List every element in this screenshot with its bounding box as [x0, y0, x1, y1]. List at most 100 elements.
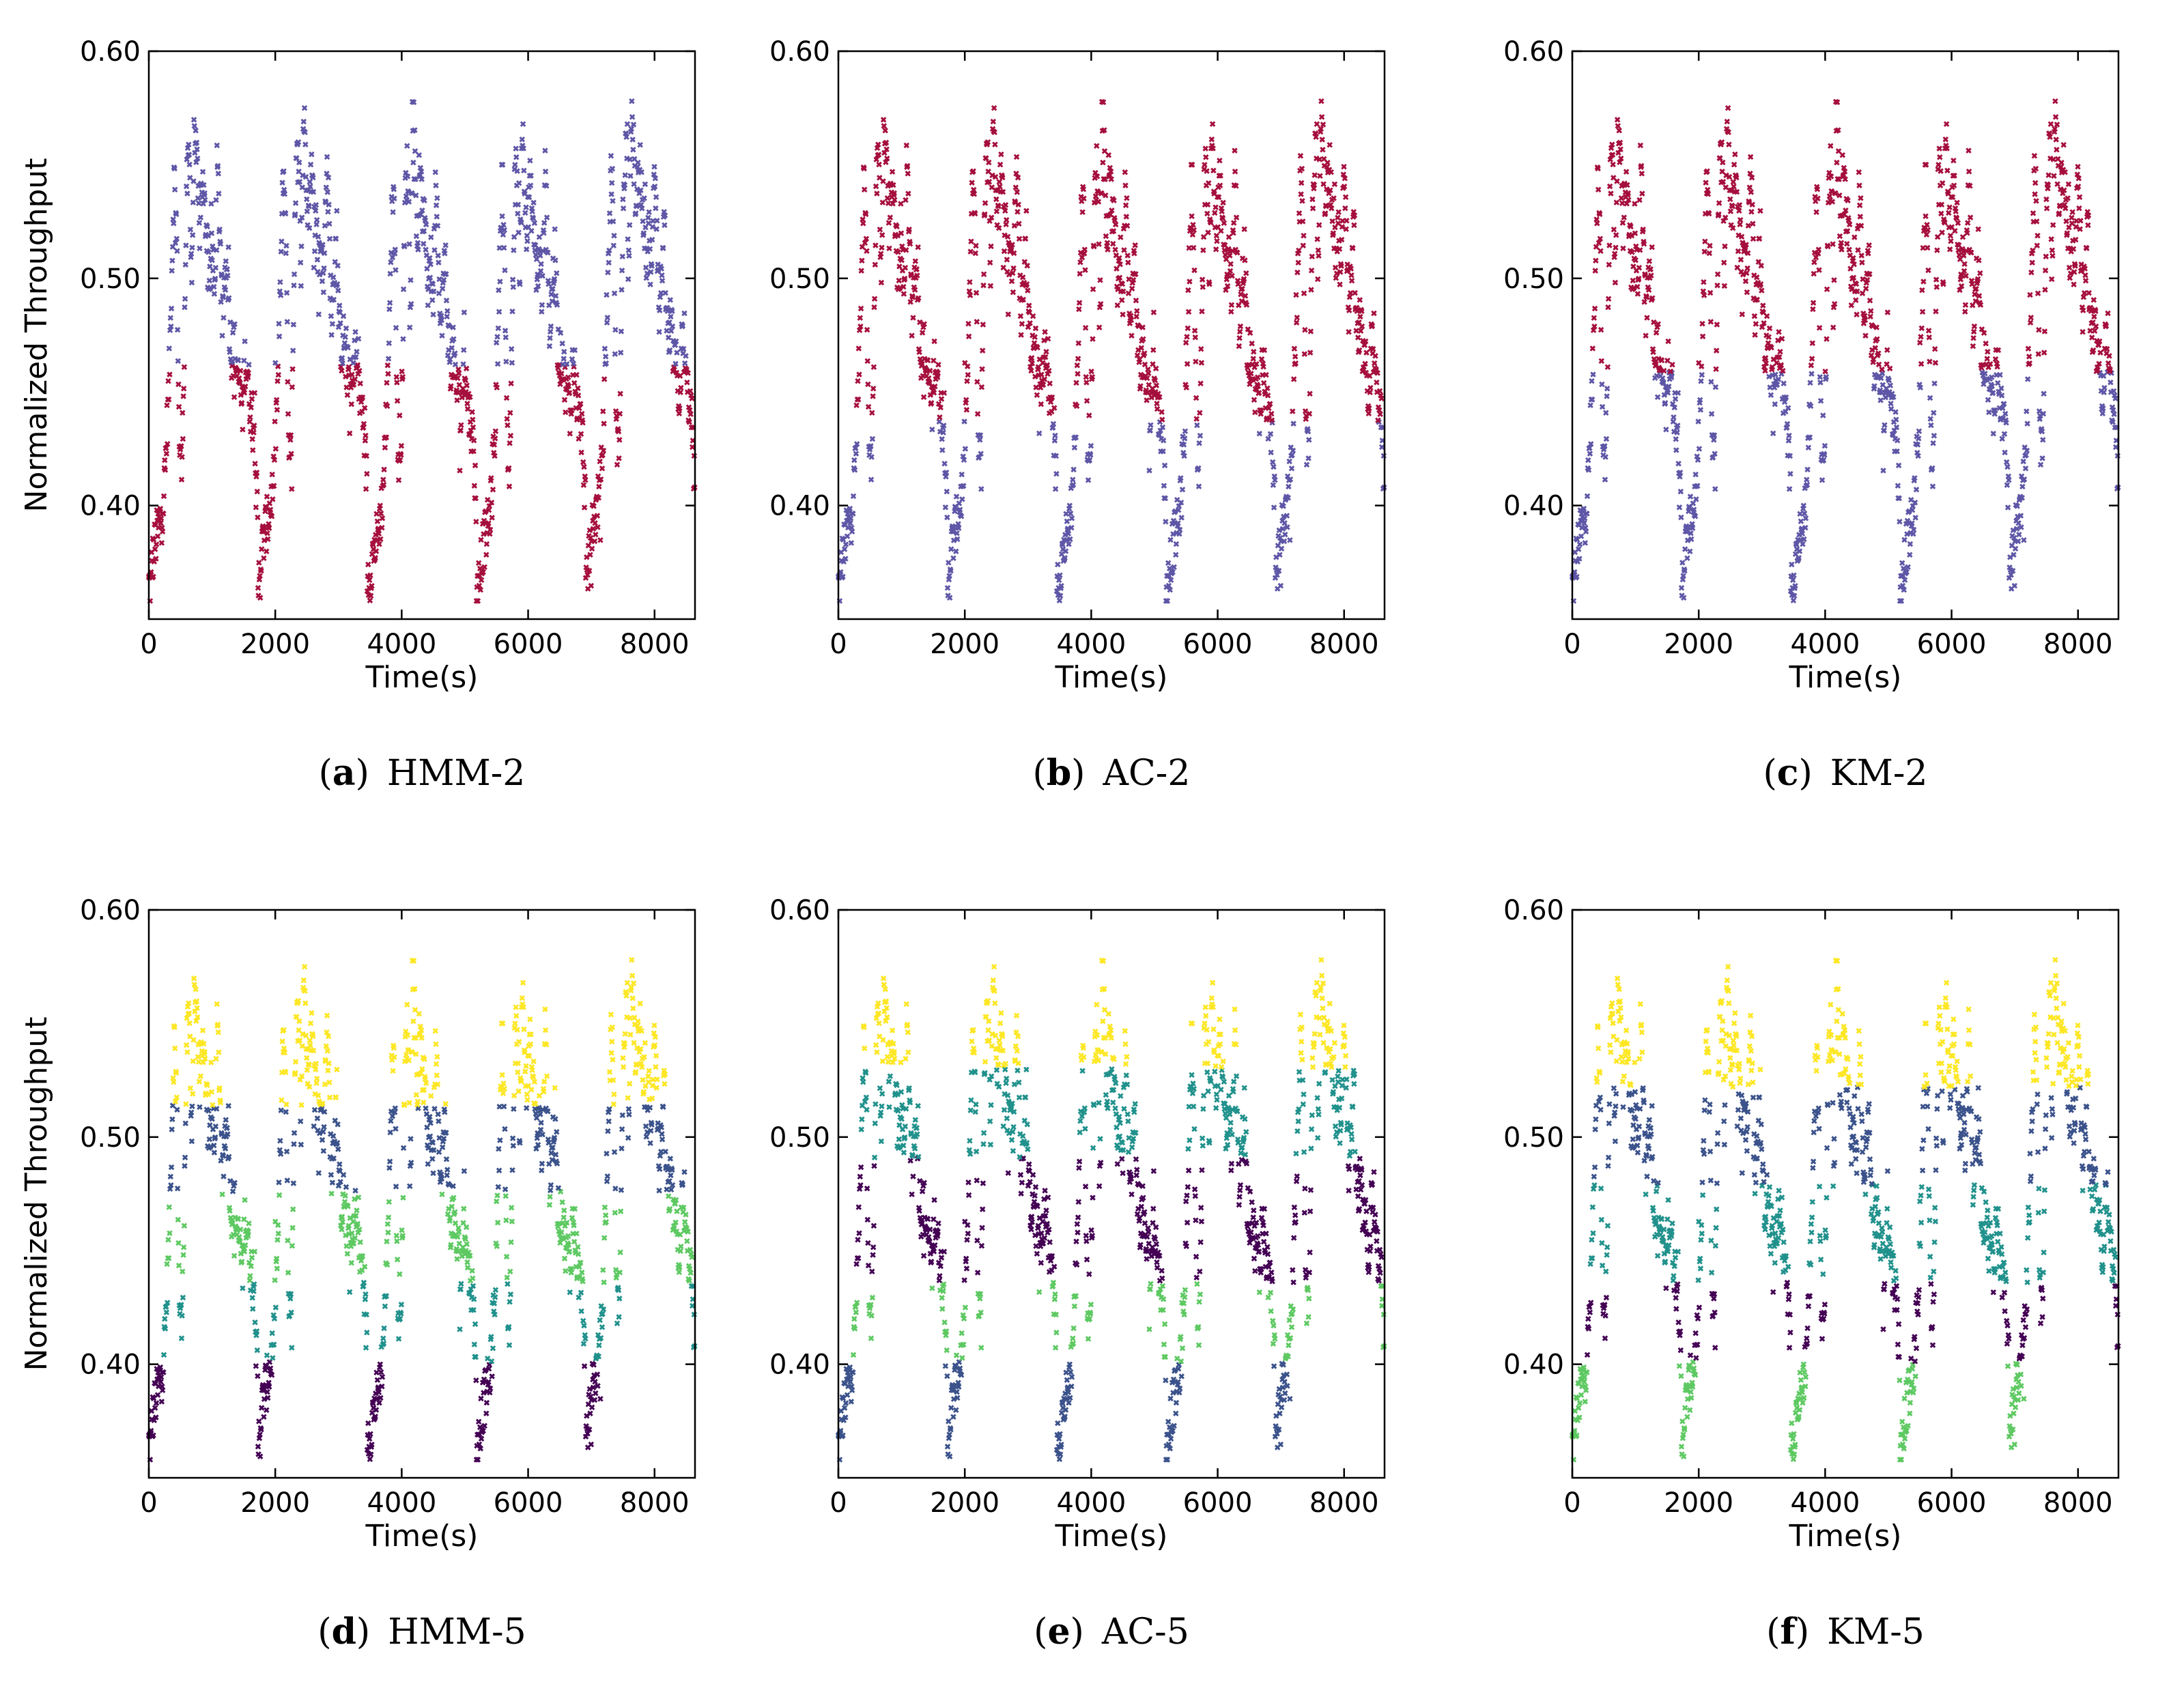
scatter-point — [197, 245, 203, 252]
scatter-point — [193, 159, 199, 165]
scatter-point — [506, 465, 512, 472]
scatter-point — [171, 186, 178, 193]
scatter-point — [270, 453, 276, 459]
caption-letter-bold: a — [332, 752, 356, 794]
x-tick-label: 2000 — [240, 629, 310, 660]
scatter-point — [253, 470, 260, 476]
scatter-point — [246, 361, 252, 368]
scatter-point — [272, 360, 279, 366]
scatter-point — [281, 168, 287, 175]
scatter-point — [367, 597, 373, 603]
scatter-point — [190, 117, 197, 123]
x-tick-label: 8000 — [2043, 629, 2113, 660]
scatter-point — [227, 349, 233, 356]
scatter-point — [180, 435, 186, 442]
scatter-point — [470, 448, 477, 455]
scatter-point — [171, 165, 178, 172]
scatter-point — [265, 536, 271, 543]
scatter-point — [186, 141, 192, 148]
scatter-point — [492, 453, 498, 459]
scatter-point — [287, 432, 294, 438]
scatter-point — [190, 178, 197, 184]
scatter-point — [273, 397, 280, 403]
scatter-point — [241, 390, 248, 396]
scatter-point — [211, 283, 217, 290]
scatter-point — [296, 169, 302, 175]
scatter-point — [281, 191, 288, 197]
scatter-point — [350, 382, 357, 388]
scatter-point — [485, 520, 492, 526]
scatter-point — [269, 471, 275, 478]
scatter-point — [566, 390, 573, 396]
scatter-point — [264, 548, 270, 555]
scatter-point — [464, 400, 470, 407]
caption-letter: ( — [1763, 753, 1776, 794]
scatter-point — [575, 392, 582, 399]
scatter-point — [260, 528, 267, 534]
scatter-point — [282, 210, 289, 217]
scatter-point — [246, 401, 253, 407]
scatter-point — [381, 466, 387, 473]
scatter-point — [245, 370, 252, 376]
scatter-point — [246, 418, 253, 425]
scatter-point — [235, 357, 242, 364]
scatter-point — [591, 503, 597, 509]
scatter-point — [244, 374, 251, 381]
scatter-point — [180, 393, 186, 399]
scatter-point — [208, 201, 214, 207]
scatter-point — [300, 172, 306, 179]
scatter-point — [175, 381, 182, 388]
scatter-point — [297, 259, 304, 266]
scatter-point — [346, 430, 353, 437]
scatter-point — [187, 226, 194, 233]
scatter-point — [600, 408, 606, 414]
scatter-point — [302, 173, 309, 180]
scatter-point — [617, 390, 623, 397]
scatter-point — [597, 476, 604, 483]
scatter-point — [359, 394, 366, 401]
scatter-point — [222, 287, 229, 293]
scatter-point — [216, 190, 222, 197]
scatter-point — [292, 211, 298, 218]
scatter-point — [150, 537, 157, 543]
scatter-point — [258, 546, 265, 552]
scatter-point — [348, 401, 355, 408]
scatter-point — [689, 395, 695, 401]
scatter-point — [173, 211, 180, 218]
scatter-point — [229, 330, 236, 336]
scatter-point — [395, 477, 402, 483]
scatter-point — [467, 394, 473, 400]
scatter-point — [375, 530, 382, 537]
scatter-point — [196, 220, 203, 226]
scatter-point — [378, 536, 384, 543]
scatter-point — [253, 474, 259, 480]
scatter-point — [506, 483, 513, 489]
scatter-point — [227, 319, 233, 326]
scatter-point — [587, 552, 593, 558]
scatter-point — [168, 324, 174, 330]
scatter-point — [357, 380, 363, 387]
panel-caption: (c) KM-2 — [1763, 752, 1927, 794]
scatter-point — [466, 390, 472, 397]
scatter-point — [483, 541, 490, 547]
y-axis-label: Normalized Throughput — [19, 158, 54, 512]
scatter-point — [399, 368, 405, 375]
scatter-point — [207, 263, 213, 270]
scatter-point — [477, 586, 484, 593]
scatter-point — [677, 389, 683, 396]
scatter-point — [271, 457, 278, 463]
scatter-point — [261, 555, 267, 561]
scatter-point — [399, 374, 406, 380]
scatter-point — [184, 190, 190, 197]
scatter-point — [298, 243, 304, 250]
x-tick-label: 8000 — [620, 629, 690, 660]
scatter-point — [174, 326, 181, 333]
scatter-point — [600, 447, 607, 454]
scatter-point — [508, 380, 514, 387]
scatter-point — [580, 482, 587, 488]
scatter-point — [302, 141, 309, 147]
scatter-point — [363, 432, 369, 439]
scatter-point — [309, 151, 315, 158]
scatter-point — [158, 515, 165, 521]
scatter-point — [376, 541, 382, 547]
